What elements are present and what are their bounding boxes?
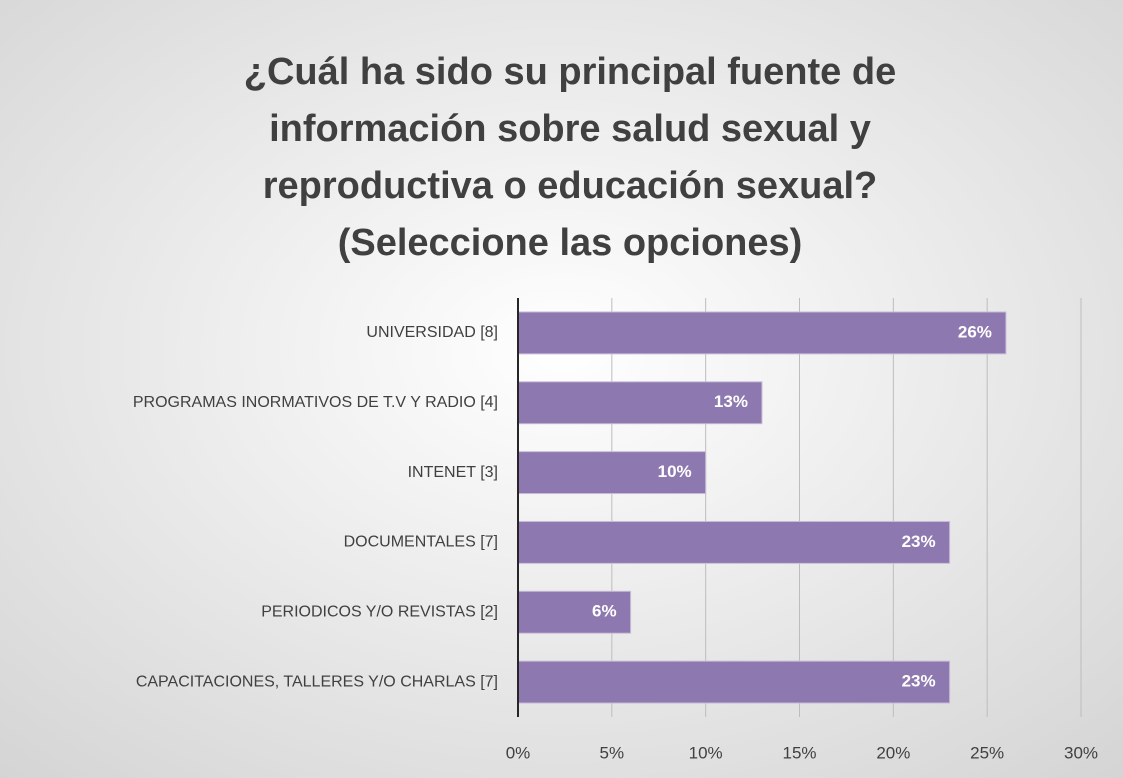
data-label: 23% [902,672,936,691]
data-label: 10% [658,462,692,481]
x-tick-label: 5% [600,743,625,762]
data-label: 6% [592,602,617,621]
x-tick-label: 30% [1064,743,1098,762]
chart-title: ¿Cuál ha sido su principal fuente de [244,51,896,93]
chart-title: (Seleccione las opciones) [338,222,803,264]
chart-title: información sobre salud sexual y [269,108,871,150]
bar [517,381,763,425]
x-tick-label: 10% [689,743,723,762]
bar [517,520,951,564]
data-label: 13% [714,392,748,411]
data-label: 23% [902,532,936,551]
y-tick-label: CAPACITACIONES, TALLERES Y/O CHARLAS [7] [136,673,498,690]
y-tick-label: INTENET [3] [408,464,498,481]
x-tick-label: 15% [782,743,816,762]
chart-title: reproductiva o educación sexual? [263,165,878,207]
data-label: 26% [958,322,992,341]
bar [517,311,1007,355]
x-tick-label: 25% [970,743,1004,762]
y-tick-label: UNIVERSIDAD [8] [366,324,498,341]
y-tick-label: PERIODICOS Y/O REVISTAS [2] [261,603,498,620]
x-tick-label: 20% [876,743,910,762]
x-tick-label: 0% [506,743,531,762]
y-tick-label: DOCUMENTALES [7] [344,534,498,551]
bar [517,660,951,704]
y-tick-label: PROGRAMAS INORMATIVOS DE T.V Y RADIO [4] [133,394,498,411]
